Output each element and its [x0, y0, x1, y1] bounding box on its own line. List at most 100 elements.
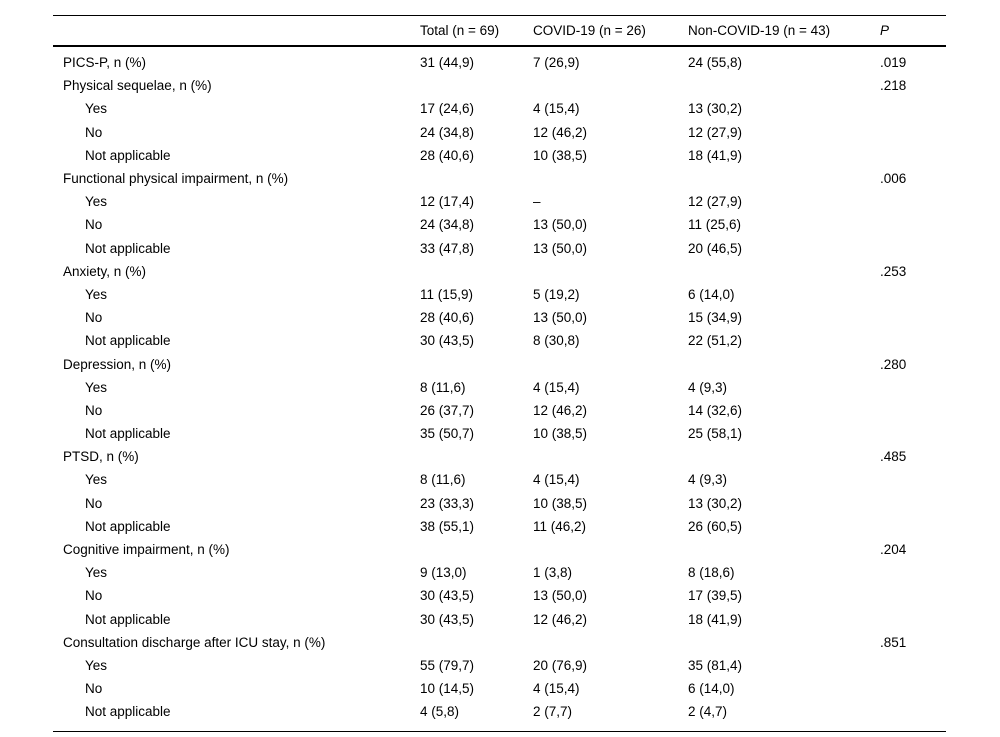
- table-row: Yes 8 (11,6) 4 (15,4) 4 (9,3): [53, 468, 946, 491]
- row-label: Yes: [85, 565, 108, 581]
- cell-total: 24 (34,8): [420, 124, 475, 140]
- cell-covid: 10 (38,5): [533, 147, 588, 163]
- cell-covid: 5 (19,2): [533, 286, 580, 302]
- table-row: Consultation discharge after ICU stay, n…: [53, 631, 946, 654]
- table-row: PTSD, n (%) .485: [53, 445, 946, 468]
- row-label: Not applicable: [85, 333, 171, 349]
- table-row: PICS-P, n (%) 31 (44,9) 7 (26,9) 24 (55,8).…: [53, 51, 946, 74]
- table-row: Depression, n (%) .280: [53, 352, 946, 375]
- row-label: Yes: [85, 472, 108, 488]
- table-row: Not applicable 30 (43,5) 8 (30,8) 22 (51,2): [53, 329, 946, 352]
- table-body: PICS-P, n (%) 31 (44,9) 7 (26,9) 24 (55,8).…: [53, 47, 946, 731]
- row-label: Yes: [85, 286, 108, 302]
- cell-covid: 13 (50,0): [533, 588, 588, 604]
- pics-outcomes-table: Total (n = 69) COVID-19 (n = 26) Non-COV…: [53, 15, 946, 733]
- cell-noncovid: 18 (41,9): [688, 611, 743, 627]
- row-label: Not applicable: [85, 611, 171, 627]
- cell-total: 55 (79,7): [420, 657, 475, 673]
- cell-noncovid: 17 (39,5): [688, 588, 743, 604]
- cell-pvalue: .253: [880, 263, 907, 279]
- column-header-total: Total (n = 69): [420, 23, 500, 38]
- cell-noncovid: 35 (81,4): [688, 657, 743, 673]
- cell-total: 24 (34,8): [420, 217, 475, 233]
- cell-noncovid: 6 (14,0): [688, 681, 735, 697]
- cell-noncovid: 22 (51,2): [688, 333, 743, 349]
- cell-covid: 13 (50,0): [533, 310, 588, 326]
- table-row: Not applicable 28 (40,6) 10 (38,5) 18 (41,9…: [53, 144, 946, 167]
- row-label: No: [85, 681, 103, 697]
- cell-covid: 10 (38,5): [533, 426, 588, 442]
- cell-noncovid: 11 (25,6): [688, 217, 742, 233]
- table-row: Yes 55 (79,7) 20 (76,9) 35 (81,4): [53, 654, 946, 677]
- row-label: Not applicable: [85, 704, 171, 720]
- cell-noncovid: 15 (34,9): [688, 310, 743, 326]
- row-label: No: [85, 588, 103, 604]
- cell-total: 31 (44,9): [420, 55, 475, 71]
- cell-total: 10 (14,5): [420, 681, 475, 697]
- cell-covid: 4 (15,4): [533, 379, 580, 395]
- row-label: Yes: [85, 657, 108, 673]
- table-row: No 24 (34,8) 13 (50,0) 11 (25,6): [53, 213, 946, 236]
- row-label: Yes: [85, 379, 108, 395]
- cell-covid: 12 (46,2): [533, 611, 588, 627]
- table-header-row: Total (n = 69) COVID-19 (n = 26) Non-COV…: [53, 16, 946, 47]
- row-label: No: [85, 217, 103, 233]
- row-label: Consultation discharge after ICU stay, n…: [63, 634, 326, 650]
- table-row: Yes 8 (11,6) 4 (15,4) 4 (9,3): [53, 376, 946, 399]
- cell-covid: 7 (26,9): [533, 55, 580, 71]
- cell-total: 28 (40,6): [420, 310, 475, 326]
- table-row: Functional physical impairment, n (%) .00…: [53, 167, 946, 190]
- cell-pvalue: .006: [880, 171, 907, 187]
- row-label: Yes: [85, 101, 108, 117]
- cell-pvalue: .204: [880, 542, 907, 558]
- row-label: Depression, n (%): [63, 356, 172, 372]
- table-row: No 26 (37,7) 12 (46,2) 14 (32,6): [53, 399, 946, 422]
- cell-pvalue: .280: [880, 356, 907, 372]
- cell-total: 8 (11,6): [420, 472, 466, 488]
- cell-covid: 11 (46,2): [533, 518, 587, 534]
- row-label: PICS-P, n (%): [63, 55, 147, 71]
- cell-noncovid: 12 (27,9): [688, 194, 743, 210]
- row-label: Not applicable: [85, 147, 171, 163]
- table-row: No 28 (40,6) 13 (50,0) 15 (34,9): [53, 306, 946, 329]
- row-label: Not applicable: [85, 518, 171, 534]
- row-label: PTSD, n (%): [63, 449, 139, 465]
- table-row: Not applicable 4 (5,8) 2 (7,7) 2 (4,7): [53, 700, 946, 723]
- table-row: No 24 (34,8) 12 (46,2) 12 (27,9): [53, 121, 946, 144]
- cell-noncovid: 13 (30,2): [688, 101, 743, 117]
- column-header-covid: COVID-19 (n = 26): [533, 23, 646, 38]
- cell-noncovid: 4 (9,3): [688, 472, 728, 488]
- cell-total: 38 (55,1): [420, 518, 475, 534]
- row-label: No: [85, 310, 103, 326]
- table-row: Not applicable 38 (55,1) 11 (46,2) 26 (60,5…: [53, 515, 946, 538]
- row-label: Cognitive impairment, n (%): [63, 542, 230, 558]
- row-label: Physical sequelae, n (%): [63, 78, 212, 94]
- cell-covid: 8 (30,8): [533, 333, 580, 349]
- table-row: Not applicable 33 (47,8) 13 (50,0) 20 (46,5…: [53, 237, 946, 260]
- cell-total: 26 (37,7): [420, 402, 475, 418]
- cell-total: 17 (24,6): [420, 101, 475, 117]
- table-row: Yes 9 (13,0) 1 (3,8) 8 (18,6): [53, 561, 946, 584]
- row-label: No: [85, 124, 103, 140]
- table-row: No 23 (33,3) 10 (38,5) 13 (30,2): [53, 492, 946, 515]
- table-row: No 10 (14,5) 4 (15,4) 6 (14,0): [53, 677, 946, 700]
- row-label: Not applicable: [85, 426, 171, 442]
- cell-covid: 20 (76,9): [533, 657, 588, 673]
- cell-pvalue: .485: [880, 449, 907, 465]
- cell-covid: 12 (46,2): [533, 402, 588, 418]
- cell-total: 30 (43,5): [420, 611, 475, 627]
- cell-total: 30 (43,5): [420, 333, 475, 349]
- row-label: Anxiety, n (%): [63, 263, 147, 279]
- row-label: No: [85, 402, 103, 418]
- cell-covid: 10 (38,5): [533, 495, 588, 511]
- table-row: No 30 (43,5) 13 (50,0) 17 (39,5): [53, 584, 946, 607]
- cell-covid: –: [533, 194, 541, 210]
- column-header-noncovid: Non-COVID-19 (n = 43): [688, 23, 831, 38]
- table-row: Cognitive impairment, n (%) .204: [53, 538, 946, 561]
- column-header-pvalue: P: [880, 23, 890, 38]
- cell-pvalue: .019: [880, 55, 907, 71]
- cell-noncovid: 12 (27,9): [688, 124, 743, 140]
- cell-total: 12 (17,4): [420, 194, 475, 210]
- cell-noncovid: 13 (30,2): [688, 495, 743, 511]
